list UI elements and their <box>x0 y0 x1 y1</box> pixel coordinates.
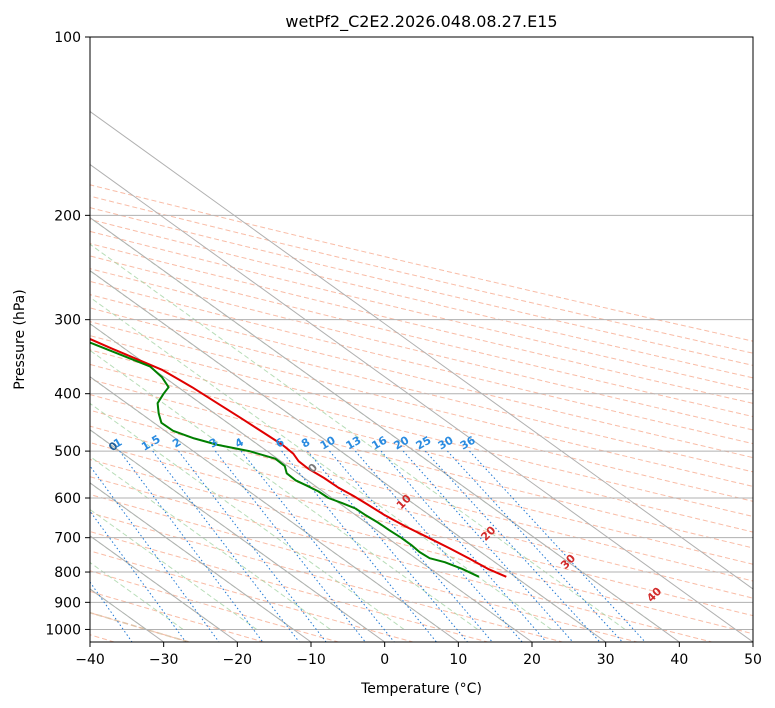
y-axis: 100 200 300 400 500 600 700 800 900 1000 <box>45 30 90 638</box>
x-tick-label: 0 <box>380 652 389 668</box>
isotherm-line <box>90 482 312 642</box>
isotherm-line <box>90 163 753 642</box>
mixing-ratio-line <box>152 450 300 642</box>
x-tick-label: −30 <box>149 652 179 668</box>
moist-adiabat-line <box>90 243 626 630</box>
mixing-ratio-line <box>90 465 220 642</box>
mixing-ratio-line <box>329 450 493 642</box>
x-tick-label: 30 <box>597 652 615 668</box>
mixing-ratio-line <box>469 450 646 642</box>
isotherm-line <box>90 216 680 642</box>
mixing-ratio-line <box>90 510 187 642</box>
mixing-ratio-line <box>447 450 623 642</box>
dry-adiabat-line <box>90 230 753 392</box>
dry-adiabat-line <box>90 378 753 549</box>
dry-adiabat-line <box>90 184 753 342</box>
dry-adiabat-line <box>90 349 753 517</box>
x-tick-label: −20 <box>223 652 253 668</box>
y-tick-label: 300 <box>54 313 81 329</box>
x-axis-label: Temperature (°C) <box>360 681 482 697</box>
y-tick-label: 100 <box>54 30 81 46</box>
mixing-ratio-lines <box>90 450 646 642</box>
y-tick-label: 1000 <box>45 622 81 638</box>
x-axis: −40 −30 −20 −10 0 10 20 30 40 50 <box>75 642 762 668</box>
mixing-ratio-line <box>307 450 468 642</box>
mixing-ratio-line <box>214 450 366 642</box>
mixing-ratio-line <box>402 450 574 642</box>
y-tick-label: 400 <box>54 387 81 403</box>
dry-adiabat-line <box>90 243 753 404</box>
isotherms <box>90 110 753 642</box>
mixing-ratio-line <box>281 450 437 642</box>
isotherm-line <box>90 376 459 642</box>
y-tick-label: 700 <box>54 531 81 547</box>
x-tick-label: −10 <box>296 652 326 668</box>
dry-adiabat-line <box>90 268 753 431</box>
y-tick-label: 800 <box>54 565 81 581</box>
x-tick-label: 10 <box>449 652 467 668</box>
dry-adiabat-line <box>90 218 753 379</box>
mixing-ratio-line <box>178 450 327 642</box>
dry-adiabat-line <box>90 409 753 582</box>
dry-adiabat-line <box>90 195 753 354</box>
y-tick-label: 600 <box>54 491 81 507</box>
plot-area: -100-90-80-70-60-50-40-30-20-1000.10.20.… <box>90 37 753 642</box>
sounding-profiles <box>90 337 507 578</box>
dry-adiabat-line <box>90 207 753 366</box>
dry-adiabat-line <box>90 394 753 565</box>
chart-title: wetPf2_C2E2.2026.048.08.27.E15 <box>285 12 557 32</box>
y-tick-label: 200 <box>54 208 81 224</box>
mixing-ratio-line <box>424 450 601 642</box>
dry-adiabat-line <box>90 255 753 418</box>
y-axis-label: Pressure (hPa) <box>12 289 28 389</box>
x-tick-label: −40 <box>75 652 105 668</box>
x-tick-label: 50 <box>744 652 762 668</box>
mixing-ratio-line <box>240 450 395 642</box>
dry-adiabat-line <box>90 425 753 599</box>
x-tick-label: 20 <box>523 652 541 668</box>
y-tick-label: 900 <box>54 595 81 611</box>
plot-frame <box>89 36 754 643</box>
x-tick-label: 40 <box>670 652 688 668</box>
dry-adiabat-line <box>90 458 753 635</box>
isotherm-line <box>90 110 753 590</box>
y-tick-label: 500 <box>54 444 81 460</box>
dewpoint-profile-line <box>90 341 480 578</box>
isotherm-line <box>90 323 533 642</box>
dry-adiabat-line <box>90 280 753 445</box>
isotherm-line <box>90 270 606 642</box>
isotherm-line <box>90 429 385 642</box>
temperature-profile-line <box>90 337 507 578</box>
